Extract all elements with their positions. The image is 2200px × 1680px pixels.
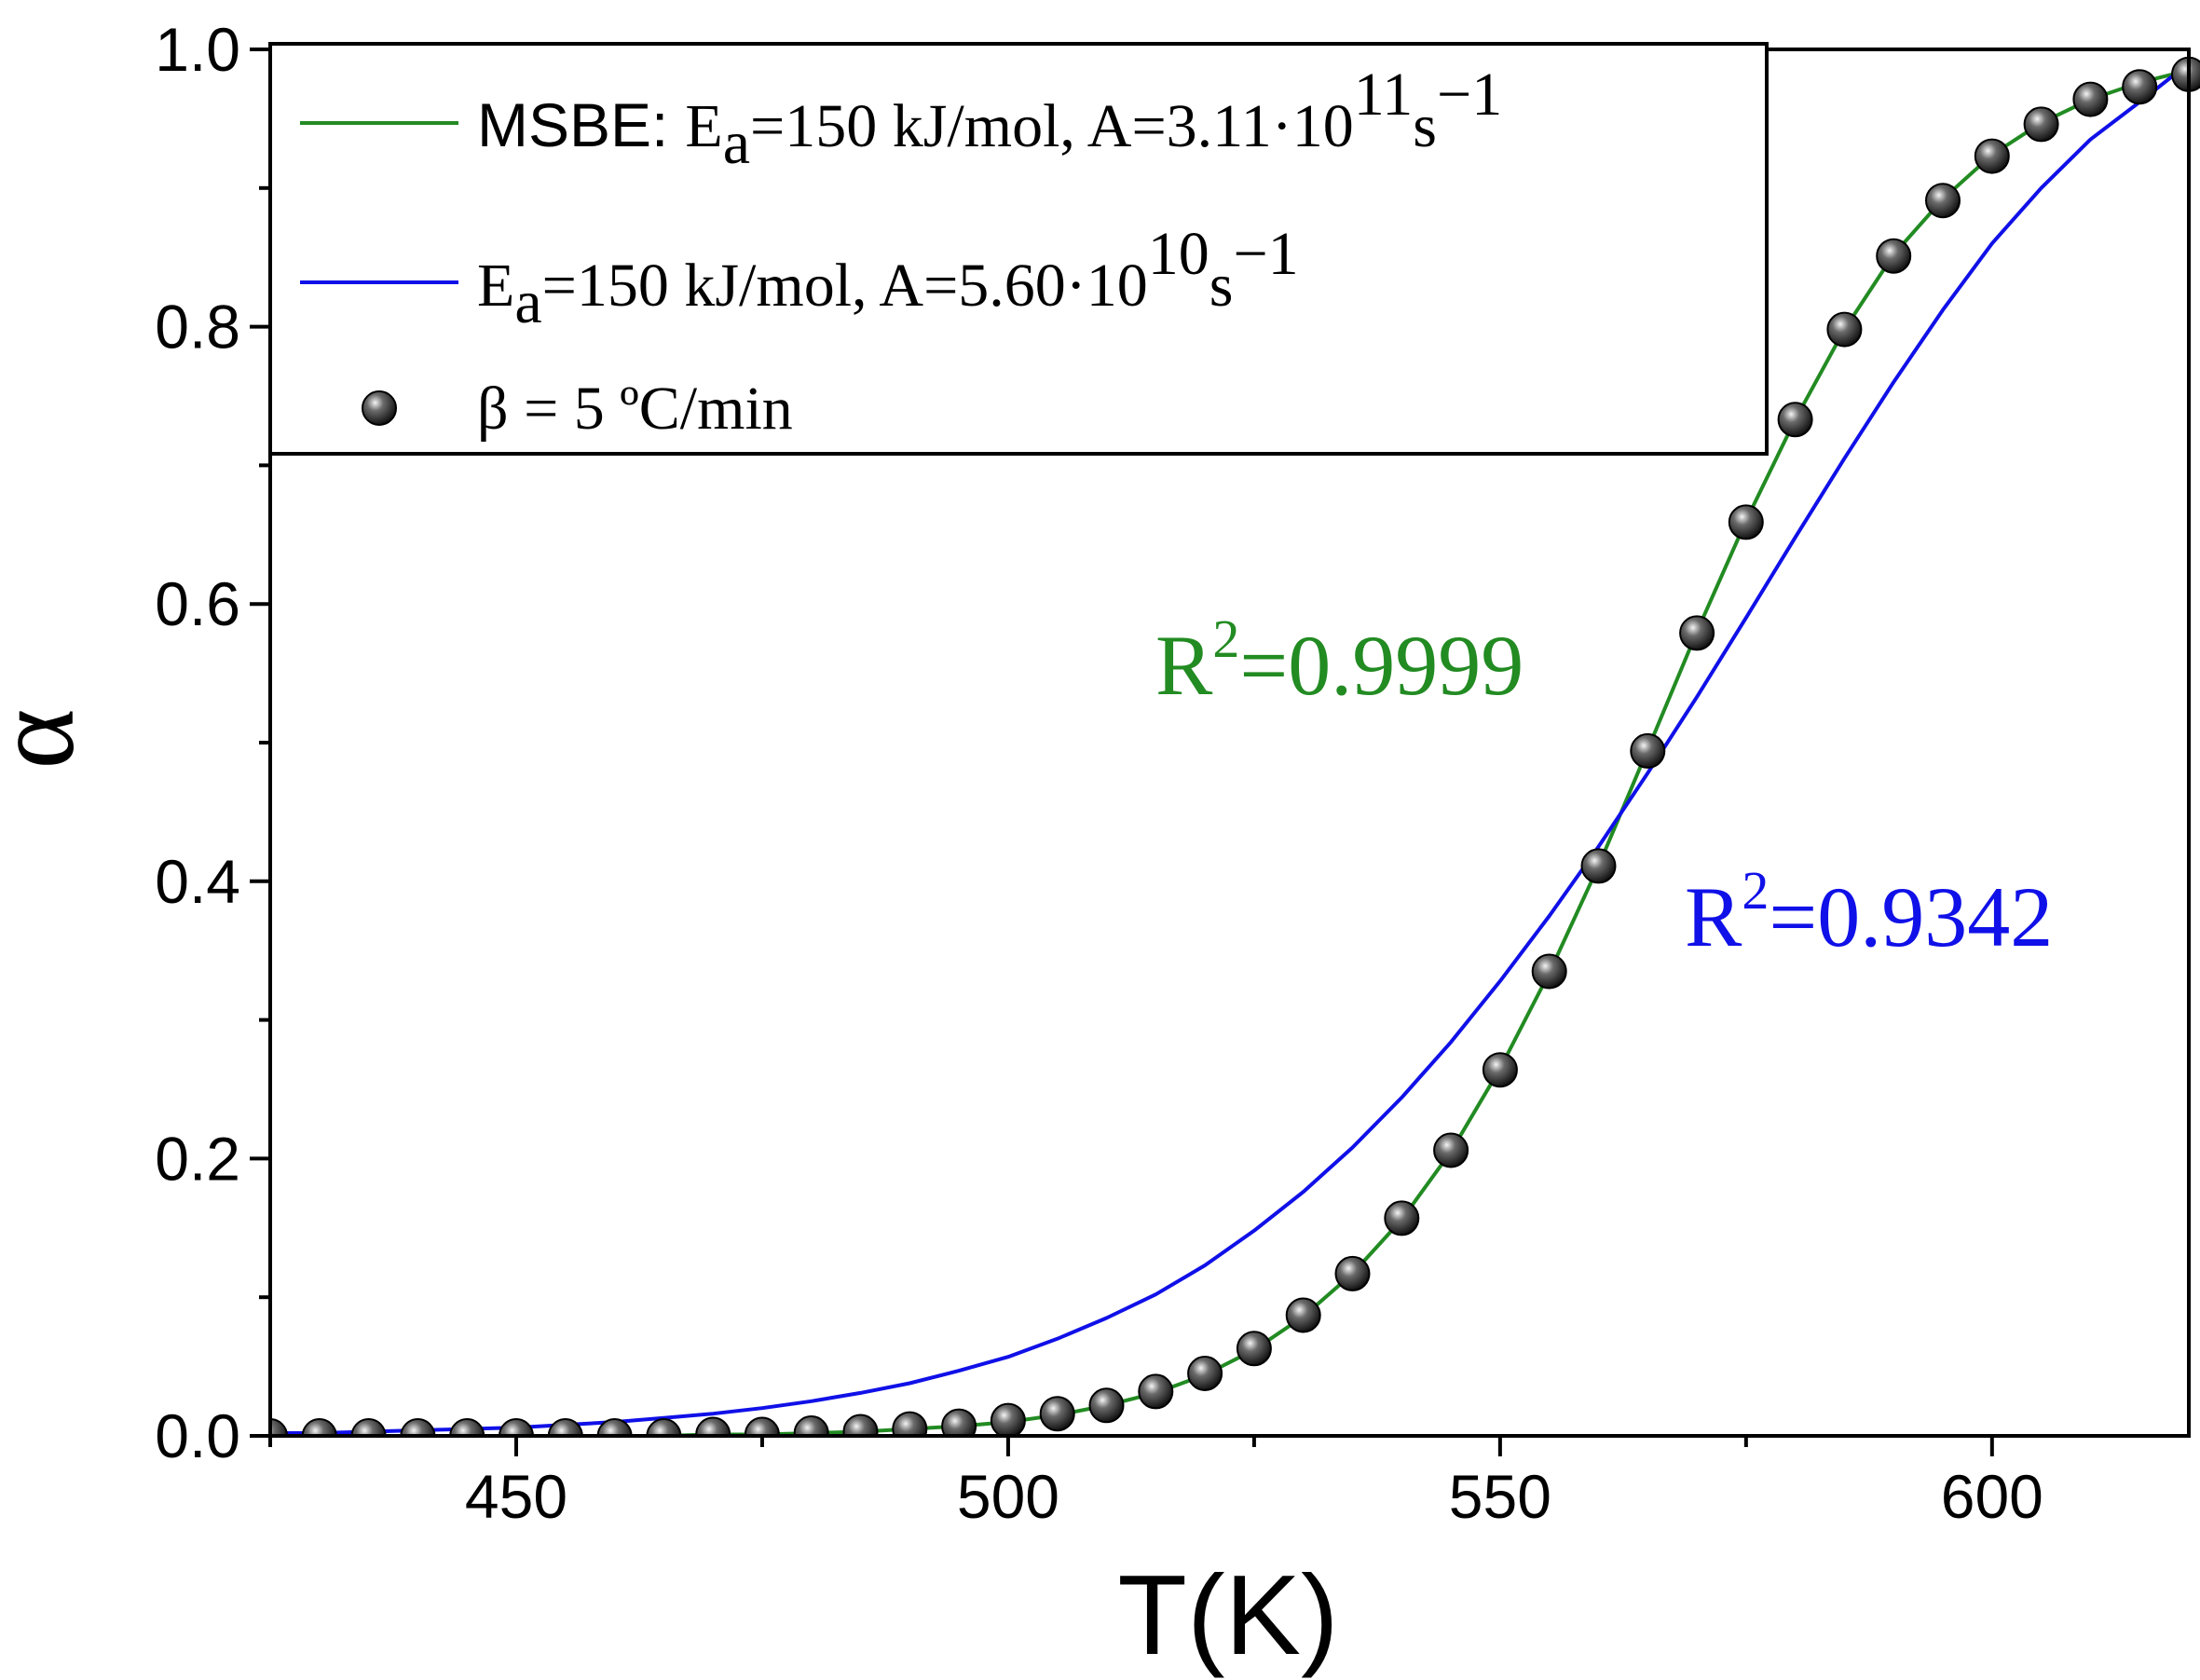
data-point [990,1402,1026,1436]
data-point [1088,1387,1125,1424]
r-squared-green-annotation: R2=0.9999 [1155,608,1524,713]
x-tick-label: 450 [465,1462,567,1531]
legend-box [268,42,1769,456]
data-point [270,1418,288,1436]
plot-area [270,56,2200,1436]
legend-label-msbe: MSBE: Ea=150 kJ/mol, A=3.11·1011s−1 [477,61,1502,177]
data-point [2072,81,2109,117]
x-axis-title: T(K) [1117,1551,1338,1678]
data-point [350,1418,387,1436]
legend: MSBE: Ea=150 kJ/mol, A=3.11·1011s−1 Ea=1… [268,42,1769,456]
data-point [2122,69,2158,105]
data-point [449,1418,485,1436]
data-point [1679,615,1715,651]
legend-label-comparison: Ea=150 kJ/mol, A=5.60·1010s−1 [477,220,1299,336]
r-squared-blue-annotation: R2=0.9342 [1685,860,2053,964]
data-point [941,1408,977,1436]
data-point [400,1418,436,1436]
y-tick-label: 0.4 [155,847,240,916]
data-point [1925,183,1961,219]
data-point [499,1418,534,1436]
y-tick-label: 0.8 [155,293,240,362]
y-tick-label: 0.2 [155,1124,240,1193]
data-point [842,1414,879,1436]
data-point [1777,402,1813,438]
data-point [1974,138,2010,174]
data-point [892,1411,928,1436]
data-point [1482,1052,1518,1088]
data-point [1580,848,1617,884]
data-point [301,1418,337,1436]
data-point [2023,106,2059,143]
data-point [596,1418,633,1436]
legend-label-experimental: β = 5 ºC/min [477,375,793,443]
x-tick-label: 600 [1941,1462,2043,1531]
data-point [1630,732,1666,769]
series-line-comparison-fit [270,61,2191,1435]
y-tick-label: 1.0 [155,15,240,84]
data-point [1187,1356,1223,1391]
x-tick-label: 550 [1449,1462,1551,1531]
axes: 450 500 550 600 0.0 0.2 0.4 0.6 0.8 1.0 [155,15,2043,1531]
data-point [1285,1297,1321,1333]
series-line-msbe-fit [270,68,2190,1436]
data-point [1236,1331,1272,1367]
data-point [1876,238,1912,274]
y-axis-title: α [0,709,98,770]
data-point [1531,953,1567,990]
data-point [1138,1373,1174,1410]
data-point [547,1418,583,1436]
data-point [1039,1396,1075,1432]
data-point [793,1415,829,1436]
data-point [2171,56,2200,92]
data-point [1728,504,1764,540]
x-tick-label: 500 [957,1462,1059,1531]
y-tick-label: 0.0 [155,1401,240,1470]
data-point [1384,1200,1420,1236]
data-point [1826,311,1863,348]
y-tick-label: 0.6 [155,569,240,638]
data-point [1334,1255,1371,1291]
data-point [646,1418,682,1436]
data-point [1433,1132,1469,1168]
legend-marker-experimental [362,390,397,426]
